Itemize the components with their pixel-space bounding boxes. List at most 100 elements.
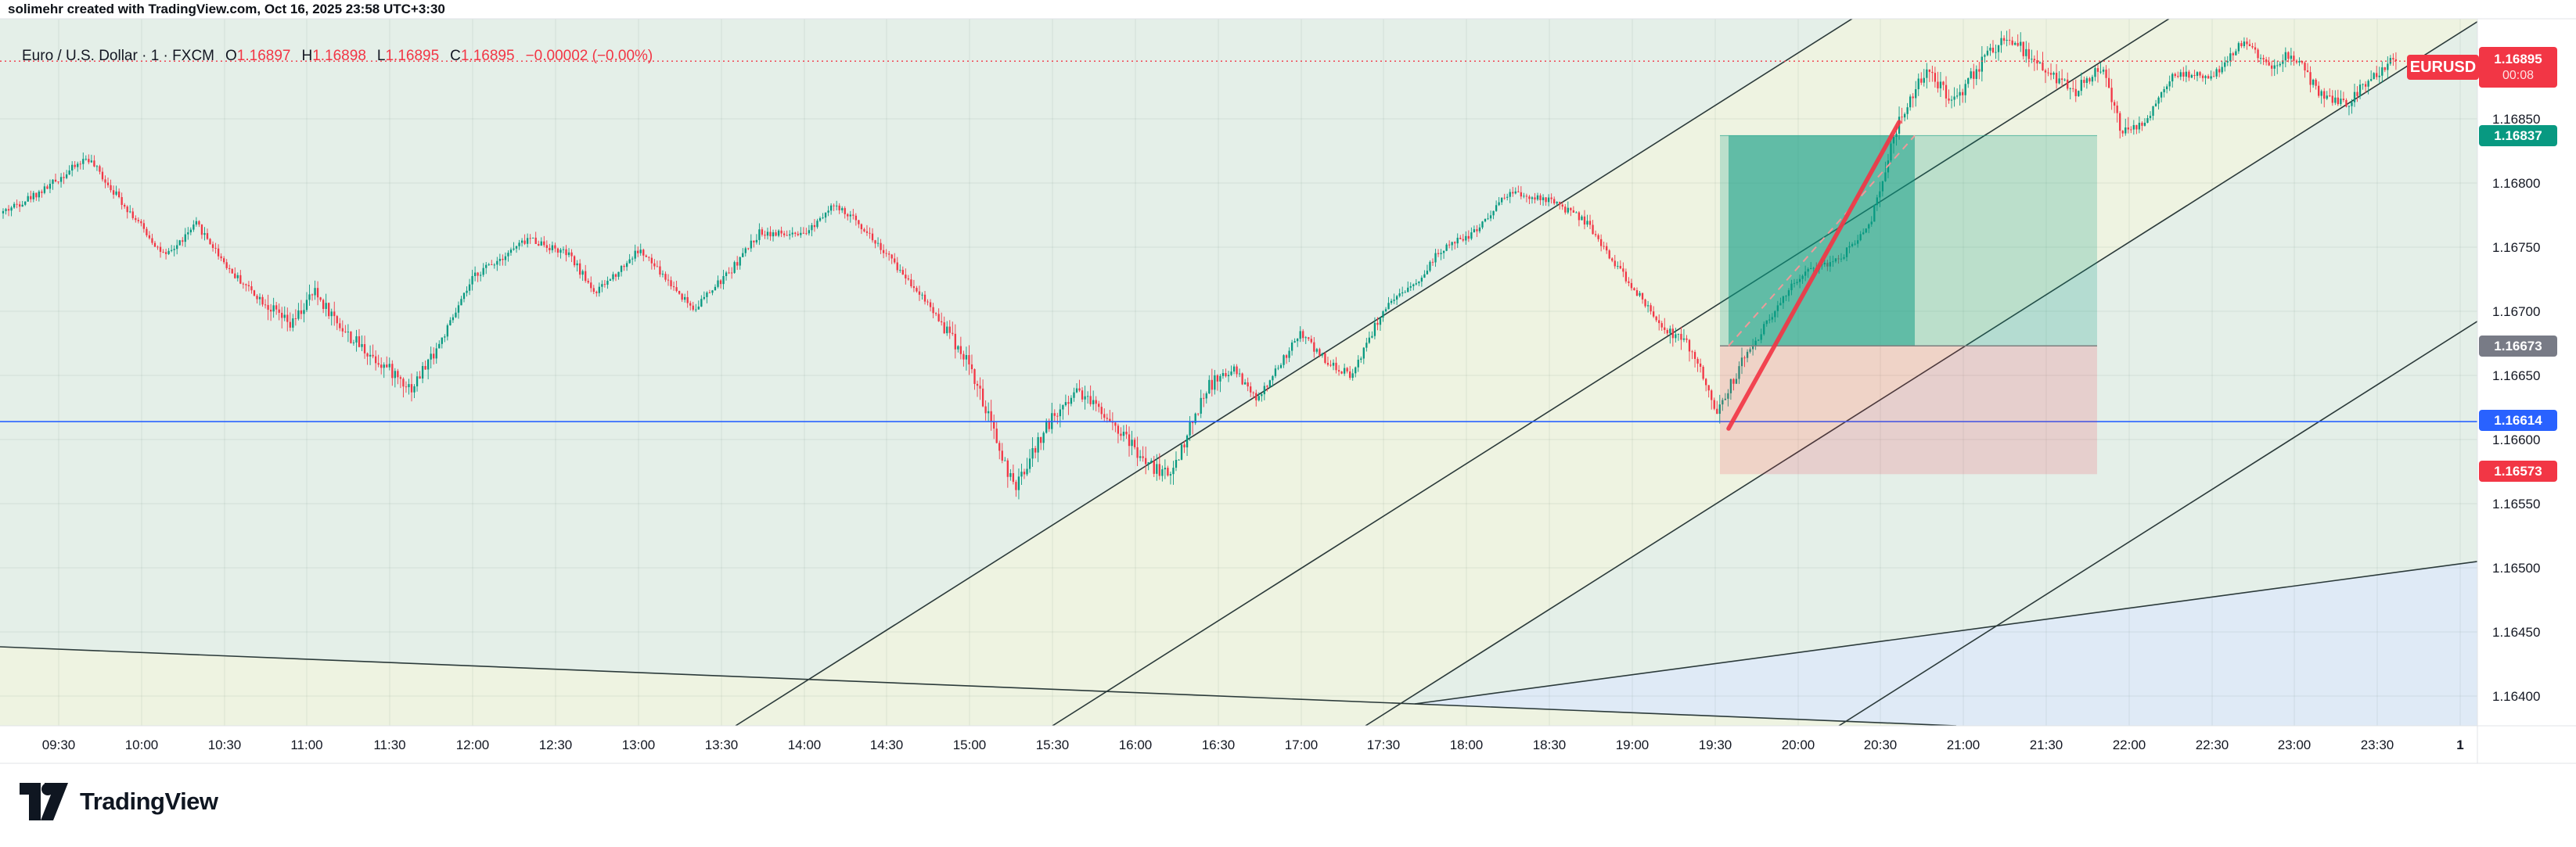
candle-body	[822, 217, 824, 219]
candle-body	[1991, 48, 1995, 52]
candle-body	[532, 237, 534, 239]
candle-body	[1675, 334, 1677, 339]
candle-body	[1445, 244, 1448, 251]
candle-body	[890, 254, 893, 259]
candle-body	[1978, 69, 1981, 72]
candle-body	[2171, 74, 2174, 82]
candle-body	[1481, 221, 1484, 228]
lower-wedge-fill	[1415, 561, 2477, 726]
candle-body	[800, 232, 802, 235]
candle-body	[1599, 239, 1603, 246]
candle-body	[1183, 444, 1185, 448]
candle-body	[808, 230, 811, 234]
candle-body	[1973, 71, 1975, 79]
candle-body	[2127, 127, 2129, 130]
candle-body	[728, 272, 730, 274]
wedge-upper[interactable]	[1414, 548, 2576, 705]
candle-body	[634, 250, 636, 259]
candle-body	[2107, 77, 2110, 88]
candle-body	[1211, 379, 1213, 390]
candle-body	[1429, 261, 1431, 271]
candle-body	[747, 248, 750, 249]
candle-body	[717, 280, 719, 287]
candle-body	[444, 336, 446, 338]
candle-body	[1556, 202, 1558, 204]
red-trend-line[interactable]	[1726, 120, 1901, 431]
candle-body	[829, 205, 833, 211]
price-tick-label: 1.16700	[2492, 304, 2540, 319]
candle-body	[1923, 77, 1925, 83]
candle-body	[41, 191, 43, 193]
candle-body	[1512, 192, 1514, 194]
candle-body	[1297, 339, 1299, 342]
candle-body	[849, 214, 851, 217]
candle-body	[1308, 337, 1310, 339]
price-tick-label: 1.16450	[2492, 625, 2540, 640]
candle-body	[549, 248, 551, 250]
candle-body	[361, 344, 363, 347]
channel-line-0[interactable]	[735, 17, 1855, 726]
candle-body	[1578, 212, 1581, 221]
candle-body	[601, 284, 603, 287]
candle-body	[650, 257, 653, 264]
candle-body	[2096, 68, 2099, 72]
candle-body	[2089, 78, 2091, 82]
candle-body	[2049, 73, 2053, 75]
candle-body	[1619, 265, 1621, 269]
candle-body	[1310, 339, 1312, 343]
candle-body	[104, 179, 106, 183]
candle-body	[1158, 464, 1160, 476]
candle-body	[529, 238, 531, 239]
candle-body	[753, 240, 755, 242]
candle-body	[1962, 92, 1964, 95]
ascending-channel-fill	[736, 19, 2477, 726]
candle-body	[49, 184, 52, 189]
candle-body	[1909, 96, 1912, 108]
candle-body	[1089, 396, 1092, 404]
candle-body	[1559, 202, 1561, 205]
wedge-lower[interactable]	[0, 646, 1957, 726]
candle-body	[2293, 56, 2295, 61]
tradingview-logo[interactable]: TradingView	[19, 782, 218, 821]
candle-body	[968, 355, 970, 364]
candle-body	[1189, 422, 1191, 436]
candle-body	[573, 256, 576, 266]
candle-body	[722, 275, 725, 285]
time-axis-pane[interactable]	[0, 726, 2576, 763]
candle-body	[1156, 464, 1158, 474]
candle-body	[918, 291, 921, 295]
candle-body	[441, 337, 443, 344]
candle-body	[2251, 46, 2254, 48]
candle-body	[131, 211, 134, 218]
candle-body	[1487, 218, 1489, 220]
range-diagonal-dashed-line[interactable]	[1728, 135, 1916, 346]
channel-line-3[interactable]	[1838, 259, 2576, 726]
position-stop-zone[interactable]	[1720, 346, 2097, 475]
candle-body	[1614, 260, 1616, 267]
candle-body	[1346, 368, 1348, 371]
candle-body	[1641, 293, 1644, 300]
candle-body	[664, 274, 667, 280]
candle-body	[1967, 77, 1970, 84]
candle-body	[1680, 333, 1682, 340]
candle-body	[2235, 51, 2237, 56]
candle-body	[380, 364, 383, 368]
candle-body	[294, 318, 297, 320]
candle-body	[526, 238, 529, 244]
channel-line-2[interactable]	[1365, 17, 2484, 726]
candle-body	[507, 253, 509, 257]
candle-body	[998, 443, 1001, 451]
candle-body	[667, 279, 670, 281]
candle-body	[1315, 349, 1319, 352]
candle-body	[612, 274, 614, 280]
candle-body	[2268, 62, 2270, 66]
candle-body	[1208, 379, 1211, 393]
candle-body	[2, 210, 5, 214]
candle-body	[1718, 404, 1721, 415]
candle-body	[43, 186, 46, 193]
candle-body	[1735, 379, 1738, 384]
symbol-title[interactable]: Euro / U.S. Dollar · 1 · FXCM	[22, 48, 214, 64]
candle-body	[912, 286, 916, 289]
candle-body	[1390, 300, 1393, 303]
